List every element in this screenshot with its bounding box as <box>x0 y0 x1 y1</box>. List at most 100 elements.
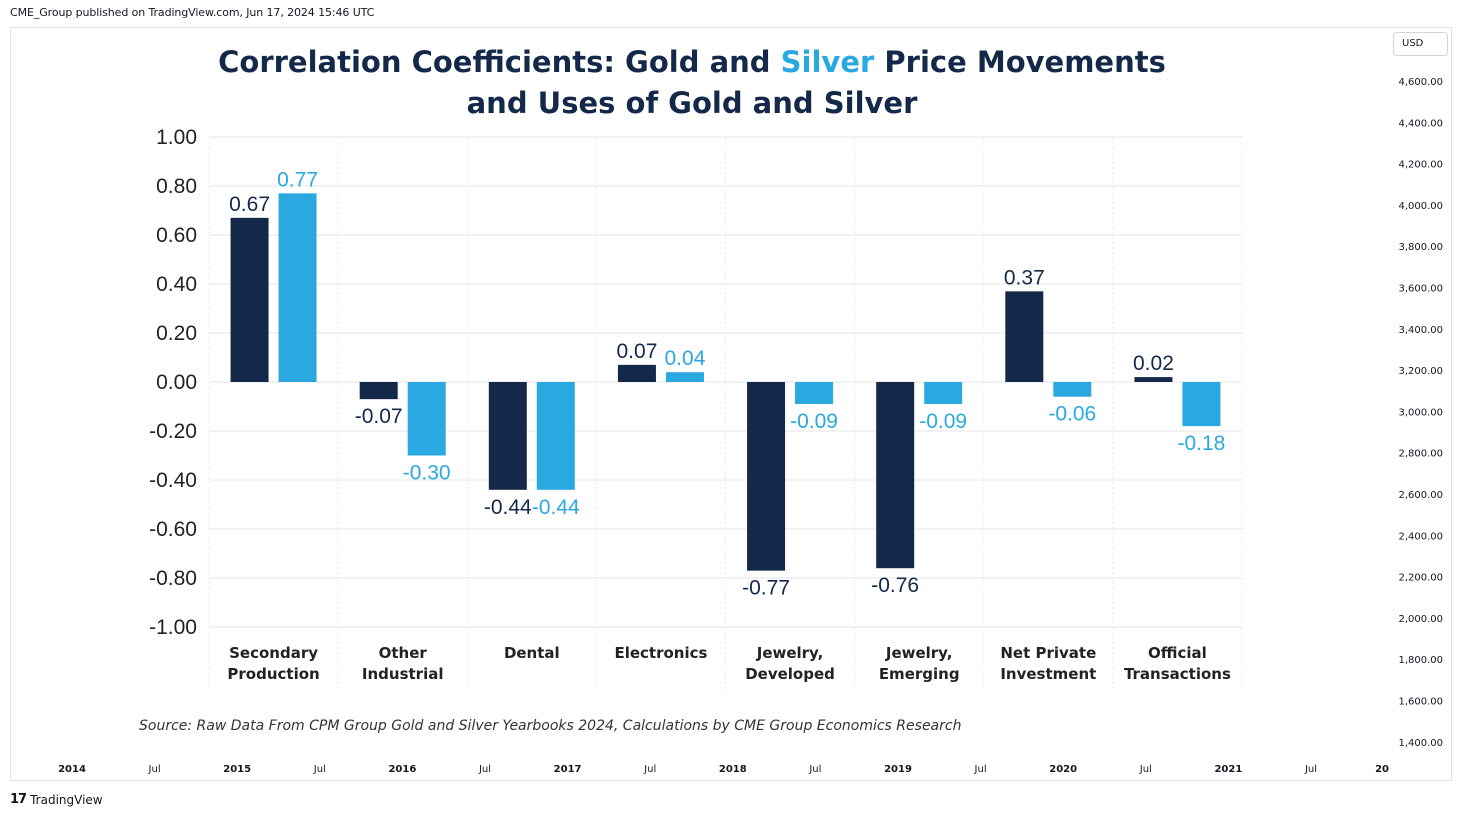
time-axis-label: Jul <box>643 764 656 775</box>
category-label: Transactions <box>1124 665 1231 683</box>
title-line-2: and Uses of Gold and Silver <box>467 86 918 120</box>
tradingview-logo-icon: 17 <box>10 792 27 807</box>
data-label-silver: -0.30 <box>403 462 451 485</box>
data-label-gold: 0.02 <box>1133 352 1174 375</box>
y-tick-label: 0.60 <box>156 224 197 247</box>
bar-silver <box>795 382 834 405</box>
bar-gold <box>747 382 786 571</box>
title-part-c: Price Movements <box>874 45 1166 79</box>
y-tick-label: -1.00 <box>149 616 197 639</box>
y-tick-label: -0.40 <box>149 469 197 492</box>
chart-frame <box>10 27 1452 781</box>
data-label-silver: 0.04 <box>665 347 706 370</box>
title-line-1: Correlation Coefficients: Gold and Silve… <box>218 45 1166 79</box>
category-label: Official <box>1148 644 1207 662</box>
price-scale-label: 3,200.00 <box>1398 366 1443 377</box>
chart-title: Correlation Coefficients: Gold and Silve… <box>218 45 1166 120</box>
price-scale-label: 3,600.00 <box>1398 284 1443 295</box>
y-tick-label: -0.80 <box>149 567 197 590</box>
bar-gold <box>876 382 915 569</box>
data-label-gold: -0.44 <box>484 496 532 519</box>
bar-gold <box>359 382 398 400</box>
price-scale-label: 1,600.00 <box>1398 697 1443 708</box>
time-axis-label: 2015 <box>223 764 251 775</box>
currency-button[interactable]: USD <box>1393 32 1448 56</box>
time-axis-label: 2018 <box>719 764 747 775</box>
time-axis-label: Jul <box>974 764 987 775</box>
data-label-silver: -0.09 <box>919 410 967 433</box>
x-axis: Secondary Production Other Industrial Dental… <box>227 644 1231 683</box>
category-label: Industrial <box>362 665 444 683</box>
data-label-silver: -0.06 <box>1048 403 1096 426</box>
price-scale-label: 2,600.00 <box>1398 490 1443 501</box>
price-scale-label: 3,800.00 <box>1398 242 1443 253</box>
price-scale-label: 2,400.00 <box>1398 531 1443 542</box>
y-tick-label: 0.20 <box>156 322 197 345</box>
bar-gold <box>1005 291 1044 382</box>
time-axis-label: 2016 <box>388 764 416 775</box>
bar-silver <box>536 382 575 490</box>
data-label-gold: 0.67 <box>229 193 270 216</box>
bar-gold <box>488 382 527 490</box>
time-axis[interactable]: 2014 Jul 2015 Jul 2016 Jul 2017 Jul 2018 Jul 2019 J… <box>58 764 1389 775</box>
category-label: Jewelry, <box>885 644 953 662</box>
data-label-gold: -0.76 <box>871 574 919 597</box>
category-label: Electronics <box>614 644 707 662</box>
data-label-silver: 0.77 <box>277 168 318 191</box>
category-label: Emerging <box>879 665 960 683</box>
price-scale-label: 1,800.00 <box>1398 655 1443 666</box>
data-label-silver: -0.18 <box>1178 432 1226 455</box>
price-scale-label: 2,200.00 <box>1398 573 1443 584</box>
price-scale-label: 4,000.00 <box>1398 201 1443 212</box>
published-line: CME_Group published on TradingView.com, … <box>10 6 375 19</box>
y-axis: 1.00 0.80 0.60 0.40 0.20 0.00 -0.20 -0.40 -0.60 -… <box>149 126 197 639</box>
y-tick-label: 1.00 <box>156 126 197 149</box>
time-axis-label: 20 <box>1375 764 1389 775</box>
price-scale-label: 3,400.00 <box>1398 325 1443 336</box>
category-label: Secondary <box>229 644 318 662</box>
data-label-silver: -0.44 <box>532 496 580 519</box>
bar-silver <box>1053 382 1092 397</box>
time-axis-label: 2020 <box>1049 764 1077 775</box>
bar-gold <box>230 217 269 382</box>
bar-silver <box>1182 382 1221 427</box>
category-label: Dental <box>504 644 560 662</box>
bar-silver <box>924 382 963 405</box>
source-note: Source: Raw Data From CPM Group Gold and… <box>139 718 961 734</box>
category-label: Net Private <box>1000 644 1096 662</box>
price-scale-label: 3,000.00 <box>1398 407 1443 418</box>
time-axis-label: Jul <box>148 764 161 775</box>
bars <box>230 193 1221 571</box>
data-labels: 0.67 0.77 -0.07 -0.30 -0.44 -0.44 0.07 0.04 -0.7… <box>229 168 1225 599</box>
category-label: Production <box>227 665 319 683</box>
bar-silver <box>665 372 704 382</box>
time-axis-label: Jul <box>808 764 821 775</box>
tradingview-logo[interactable]: 17 TradingView <box>10 792 103 807</box>
data-label-gold: -0.77 <box>742 577 790 600</box>
price-scale-label: 2,000.00 <box>1398 614 1443 625</box>
bar-silver <box>278 193 317 382</box>
y-tick-label: 0.40 <box>156 273 197 296</box>
title-part-silver: Silver <box>781 45 875 79</box>
y-tick-label: 0.00 <box>156 371 197 394</box>
price-scale-label: 2,800.00 <box>1398 449 1443 460</box>
time-axis-label: Jul <box>1139 764 1152 775</box>
category-label: Jewelry, <box>756 644 824 662</box>
time-axis-label: 2017 <box>554 764 582 775</box>
category-label: Other <box>379 644 428 662</box>
time-axis-label: Jul <box>1304 764 1317 775</box>
time-axis-label: 2014 <box>58 764 86 775</box>
price-scale-label: 1,400.00 <box>1398 738 1443 749</box>
price-scale-label: 4,600.00 <box>1398 77 1443 88</box>
category-label: Developed <box>745 665 835 683</box>
category-label: Investment <box>1000 665 1096 683</box>
time-axis-label: Jul <box>478 764 491 775</box>
bar-silver <box>407 382 446 456</box>
title-part-a: Correlation Coefficients: Gold and <box>218 45 781 79</box>
price-scale-label: 4,400.00 <box>1398 118 1443 129</box>
price-scale-label: 4,200.00 <box>1398 160 1443 171</box>
right-price-scale[interactable]: 4,600.00 4,400.00 4,200.00 4,000.00 3,800.00… <box>1398 77 1443 749</box>
time-axis-label: 2019 <box>884 764 912 775</box>
y-tick-label: -0.60 <box>149 518 197 541</box>
